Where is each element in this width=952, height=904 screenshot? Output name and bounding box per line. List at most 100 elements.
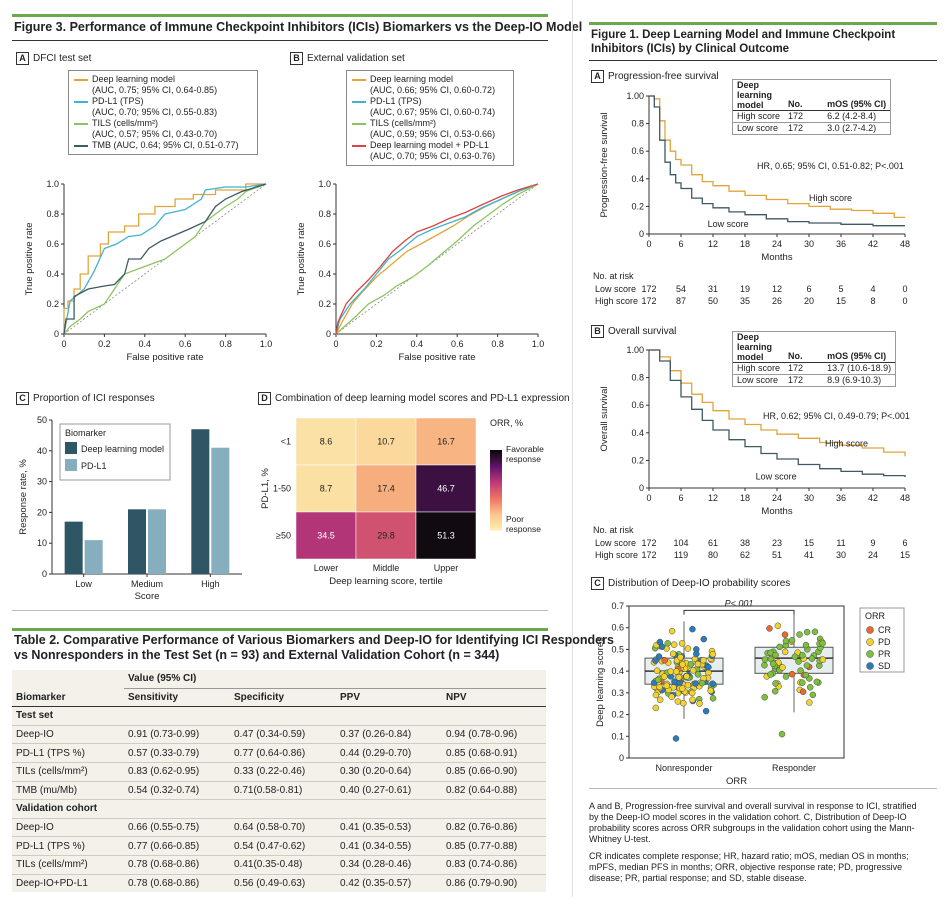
colorbar-segment	[490, 466, 502, 469]
x-tick-label: 36	[836, 239, 846, 249]
colorbar-label-top: response	[506, 454, 541, 464]
data-point	[767, 671, 774, 678]
significance-bracket	[683, 609, 795, 615]
fig1-panel-c-header: C Distribution of Deep-IO probability sco…	[591, 577, 790, 590]
y-tick-label: 0.8	[631, 373, 644, 383]
data-point	[678, 640, 686, 647]
km-table-header-line: Deep	[737, 80, 760, 90]
legend-swatch	[74, 101, 88, 103]
heatmap-cell	[355, 511, 417, 560]
x-axis-label: Months	[761, 506, 792, 517]
table-cell: 0.33 (0.22-0.46)	[230, 761, 336, 782]
bar-legend-title: Biomarker	[65, 428, 106, 438]
legend-label: PD-L1 (TPS)	[370, 96, 422, 106]
risk-count: 172	[641, 284, 656, 294]
km-table-cell: Low score	[737, 123, 779, 133]
fig1-title-line2: Inhibitors (ICIs) by Clinical Outcome	[591, 43, 790, 55]
table-cell: Deep-IO+PD-L1	[12, 873, 124, 893]
data-point	[689, 667, 697, 674]
colorbar-segment	[490, 526, 502, 529]
data-point	[652, 657, 659, 664]
legend-sublabel: (AUC, 0.57; 95% CI, 0.43-0.70)	[92, 129, 218, 139]
data-point	[781, 631, 789, 638]
risk-count: 15	[900, 550, 910, 560]
data-point	[689, 696, 696, 704]
data-point	[809, 691, 817, 699]
x-tick-label: 24	[772, 239, 782, 249]
y-tick-label: 1.0	[318, 179, 331, 189]
table-col-header: Specificity	[230, 688, 336, 708]
x-tick-label: 48	[900, 493, 910, 503]
risk-row-label: Low score	[595, 538, 636, 548]
colorbar-segment	[490, 450, 502, 453]
legend-label: Deep learning model	[81, 444, 164, 454]
data-point	[680, 699, 687, 707]
legend-title: ORR	[865, 611, 886, 621]
data-point	[813, 678, 821, 686]
x-tick-label: 6	[678, 493, 683, 503]
y-tick-label: 0	[54, 329, 59, 339]
x-tick-label: 12	[708, 239, 718, 249]
data-point	[658, 643, 666, 650]
x-tick-label: Low	[75, 579, 92, 589]
x-tick-label: 0	[333, 339, 338, 349]
colorbar-segment	[490, 504, 502, 507]
colorbar-segment	[490, 498, 502, 501]
data-point	[694, 671, 702, 678]
table-cell: 0.83 (0.74-0.86)	[442, 854, 546, 875]
deepio-distribution-chart: 0 0.1 0.2 0.3 0.4 0.5 0.6 0.7 Deep learning scor…	[595, 598, 905, 784]
table-cell: 0.91 (0.73-0.99)	[124, 724, 230, 744]
data-point	[663, 682, 671, 689]
x-tick-label: 1.0	[260, 339, 273, 349]
caption-paragraph: A and B, Progression-free survival and o…	[589, 801, 917, 844]
data-point	[761, 661, 768, 669]
legend-swatch	[352, 101, 366, 103]
data-point	[705, 663, 712, 671]
colorbar-segment	[490, 488, 502, 491]
risk-count: 172	[641, 550, 656, 560]
heatmap-value: 46.7	[437, 484, 455, 494]
bar	[191, 429, 210, 574]
x-tick-label: 0.2	[370, 339, 383, 349]
x-tick-label: 0.2	[98, 339, 111, 349]
data-point	[664, 640, 671, 647]
x-axis-label: ORR	[726, 776, 747, 784]
panel-c-header: C Proportion of ICI responses	[16, 392, 155, 405]
y-tick-label: 0.4	[318, 269, 331, 279]
legend-swatch	[352, 123, 366, 125]
series-line	[63, 183, 267, 335]
bar	[84, 540, 103, 574]
table-cell: Deep-IO	[12, 817, 124, 837]
bar	[64, 521, 83, 574]
y-tick-label: 0.6	[318, 239, 331, 249]
panel-c-title: Proportion of ICI responses	[33, 393, 155, 404]
table2-section-row: Validation cohort	[12, 799, 546, 819]
colorbar-segment	[490, 460, 502, 463]
data-point	[656, 696, 664, 703]
legend-item: Deep learning model (AUC, 0.75; 95% CI, 0…	[74, 74, 252, 96]
table-cell: 0.71(0.58-0.81)	[230, 780, 336, 800]
fig3-title: Figure 3. Performance of Immune Checkpoi…	[14, 20, 583, 34]
colorbar-segment	[490, 500, 502, 503]
table-row: TMB (mu/Mb) 0.54 (0.32-0.74) 0.71(0.58-0.8…	[12, 780, 546, 800]
table-cell: 0.85 (0.77-0.88)	[442, 836, 546, 856]
km-table-header: mOS (95% CI)	[827, 99, 887, 109]
colorbar-label-bottom: Poor	[506, 514, 524, 524]
risk-count: 172	[641, 538, 656, 548]
plot-frame	[628, 605, 845, 759]
data-point	[689, 625, 696, 633]
y-tick-label: ≥50	[276, 531, 291, 541]
table2-grid: Value (95% CI) Biomarker Sensitivity Spe…	[12, 670, 546, 893]
km-table-header-line: model	[737, 100, 764, 110]
y-axis-label: Deep learning scores	[595, 637, 606, 727]
series-line	[63, 183, 267, 335]
table2-title-line1: Table 2. Comparative Performance of Vari…	[14, 633, 614, 647]
panel-c-tag: C	[16, 392, 29, 405]
km-table-header: No.	[788, 99, 803, 109]
bar	[128, 509, 146, 574]
y-tick-label: 0.6	[46, 239, 59, 249]
fig1-panel-b-tag: B	[591, 325, 604, 338]
data-point	[796, 631, 803, 638]
heatmap-cell	[295, 417, 357, 466]
bar	[148, 509, 166, 574]
